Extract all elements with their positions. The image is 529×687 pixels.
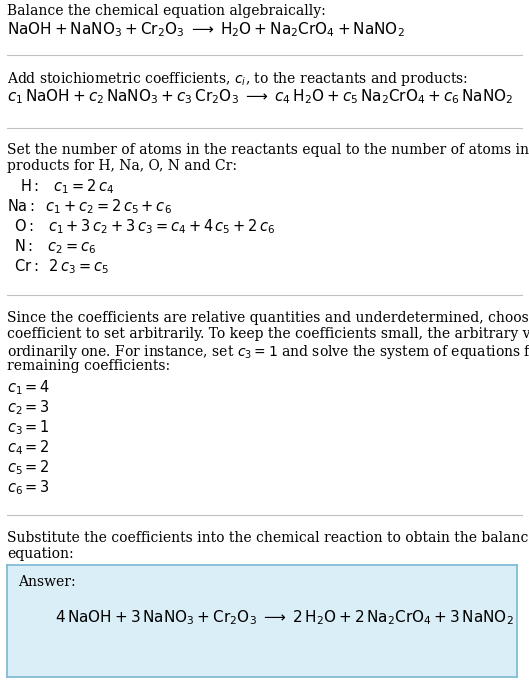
Text: $\mathrm{NaOH + NaNO_3 + Cr_2O_3 \;\longrightarrow\; H_2O + Na_2CrO_4 + NaNO_2}$: $\mathrm{NaOH + NaNO_3 + Cr_2O_3 \;\long…	[7, 20, 405, 38]
Text: remaining coefficients:: remaining coefficients:	[7, 359, 170, 373]
Text: $c_1\,\mathrm{NaOH} + c_2\,\mathrm{NaNO_3} + c_3\,\mathrm{Cr_2O_3} \;\longrighta: $c_1\,\mathrm{NaOH} + c_2\,\mathrm{NaNO_…	[7, 87, 513, 106]
Text: $c_2 = 3$: $c_2 = 3$	[7, 398, 50, 417]
Text: coefficient to set arbitrarily. To keep the coefficients small, the arbitrary va: coefficient to set arbitrarily. To keep …	[7, 327, 529, 341]
Text: $4\,\mathrm{NaOH} + 3\,\mathrm{NaNO_3} + \mathrm{Cr_2O_3} \;\longrightarrow\; 2\: $4\,\mathrm{NaOH} + 3\,\mathrm{NaNO_3} +…	[55, 609, 514, 627]
Text: products for H, Na, O, N and Cr:: products for H, Na, O, N and Cr:	[7, 159, 237, 173]
Text: $c_4 = 2$: $c_4 = 2$	[7, 438, 50, 457]
Text: $c_5 = 2$: $c_5 = 2$	[7, 458, 50, 477]
Text: Substitute the coefficients into the chemical reaction to obtain the balanced: Substitute the coefficients into the che…	[7, 531, 529, 545]
Text: $c_1 = 4$: $c_1 = 4$	[7, 378, 50, 396]
Text: Add stoichiometric coefficients, $c_i$, to the reactants and products:: Add stoichiometric coefficients, $c_i$, …	[7, 70, 468, 88]
Text: Since the coefficients are relative quantities and underdetermined, choose a: Since the coefficients are relative quan…	[7, 311, 529, 325]
Text: $c_6 = 3$: $c_6 = 3$	[7, 478, 50, 497]
Text: $\mathrm{Na:}\;\; c_1 + c_2 = 2\,c_5 + c_6$: $\mathrm{Na:}\;\; c_1 + c_2 = 2\,c_5 + c…	[7, 197, 172, 216]
Text: Balance the chemical equation algebraically:: Balance the chemical equation algebraica…	[7, 4, 326, 18]
Text: $\mathrm{H:}\;\;\; c_1 = 2\,c_4$: $\mathrm{H:}\;\;\; c_1 = 2\,c_4$	[20, 177, 114, 196]
Text: $\mathrm{N:}\;\;\; c_2 = c_6$: $\mathrm{N:}\;\;\; c_2 = c_6$	[14, 237, 96, 256]
Text: Set the number of atoms in the reactants equal to the number of atoms in the: Set the number of atoms in the reactants…	[7, 143, 529, 157]
Text: equation:: equation:	[7, 547, 74, 561]
Text: $c_3 = 1$: $c_3 = 1$	[7, 418, 50, 437]
Text: ordinarily one. For instance, set $c_3 = 1$ and solve the system of equations fo: ordinarily one. For instance, set $c_3 =…	[7, 343, 529, 361]
Text: $\mathrm{O:}\;\;\; c_1 + 3\,c_2 + 3\,c_3 = c_4 + 4\,c_5 + 2\,c_6$: $\mathrm{O:}\;\;\; c_1 + 3\,c_2 + 3\,c_3…	[14, 217, 276, 236]
Text: $\mathrm{Cr:}\;\; 2\,c_3 = c_5$: $\mathrm{Cr:}\;\; 2\,c_3 = c_5$	[14, 257, 109, 275]
Text: Answer:: Answer:	[18, 575, 76, 589]
